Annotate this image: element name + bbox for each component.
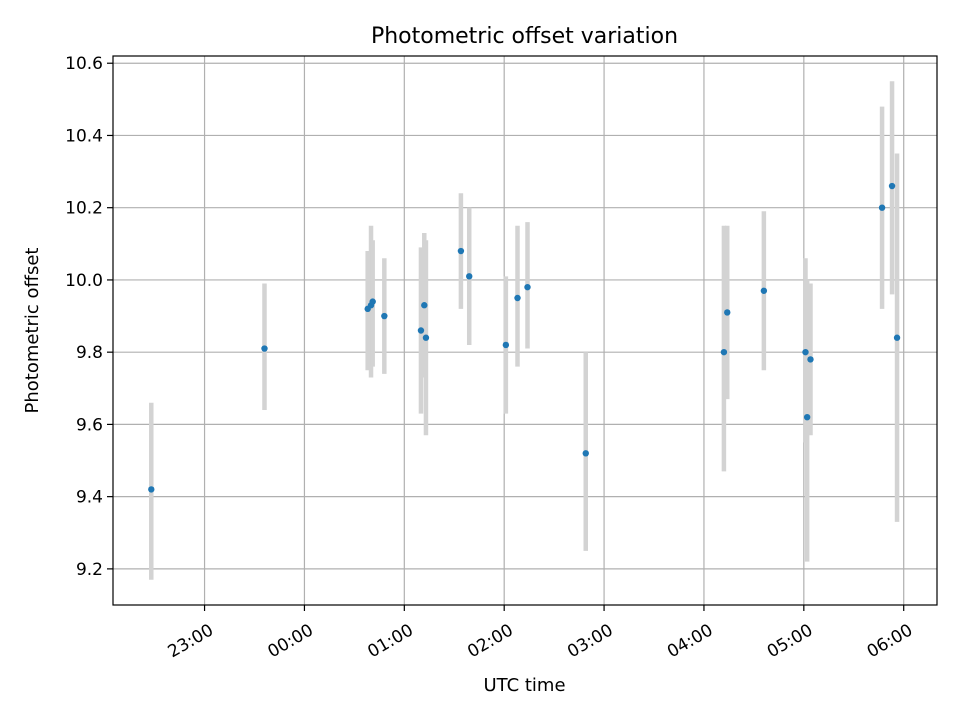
- y-tick-label: 10.2: [65, 199, 103, 219]
- data-point-4: [369, 298, 376, 305]
- data-point-20: [807, 356, 814, 363]
- data-point-5: [381, 312, 388, 320]
- y-tick-label: 9.8: [76, 343, 103, 363]
- y-tick-label: 10.4: [65, 126, 103, 146]
- data-point-11: [502, 341, 510, 349]
- data-point-0: [148, 486, 155, 493]
- data-point-18: [802, 348, 809, 356]
- x-axis-label: UTC time: [483, 675, 565, 696]
- data-point-21: [878, 204, 886, 211]
- data-point-16: [724, 309, 731, 316]
- y-tick-label: 10.6: [65, 54, 103, 74]
- y-tick-label: 9.6: [76, 415, 103, 435]
- data-point-9: [457, 247, 465, 255]
- grid-lines: [113, 56, 937, 605]
- data-point-7: [421, 302, 428, 309]
- data-point-13: [524, 283, 531, 291]
- data-point-1: [261, 345, 268, 352]
- y-axis-ticks: 9.2 9.4 9.6 9.8 10.0 10.2 10.4 10.6: [65, 54, 113, 580]
- data-points: [148, 182, 901, 493]
- y-tick-label: 9.4: [76, 488, 103, 508]
- data-point-19: [803, 413, 811, 421]
- data-point-10: [466, 273, 473, 280]
- data-point-8: [422, 334, 430, 341]
- data-point-6: [417, 327, 425, 334]
- y-axis-label: Photometric offset: [22, 248, 43, 414]
- chart-title: Photometric offset variation: [371, 24, 678, 49]
- y-tick-label: 10.0: [65, 271, 103, 291]
- y-tick-label: 9.2: [76, 560, 103, 580]
- plot-frame: [112, 55, 938, 606]
- data-point-17: [760, 287, 768, 294]
- data-point-22: [888, 182, 896, 190]
- data-point-23: [893, 334, 901, 341]
- data-point-12: [514, 294, 521, 302]
- data-point-15: [720, 348, 728, 356]
- data-point-14: [582, 450, 589, 457]
